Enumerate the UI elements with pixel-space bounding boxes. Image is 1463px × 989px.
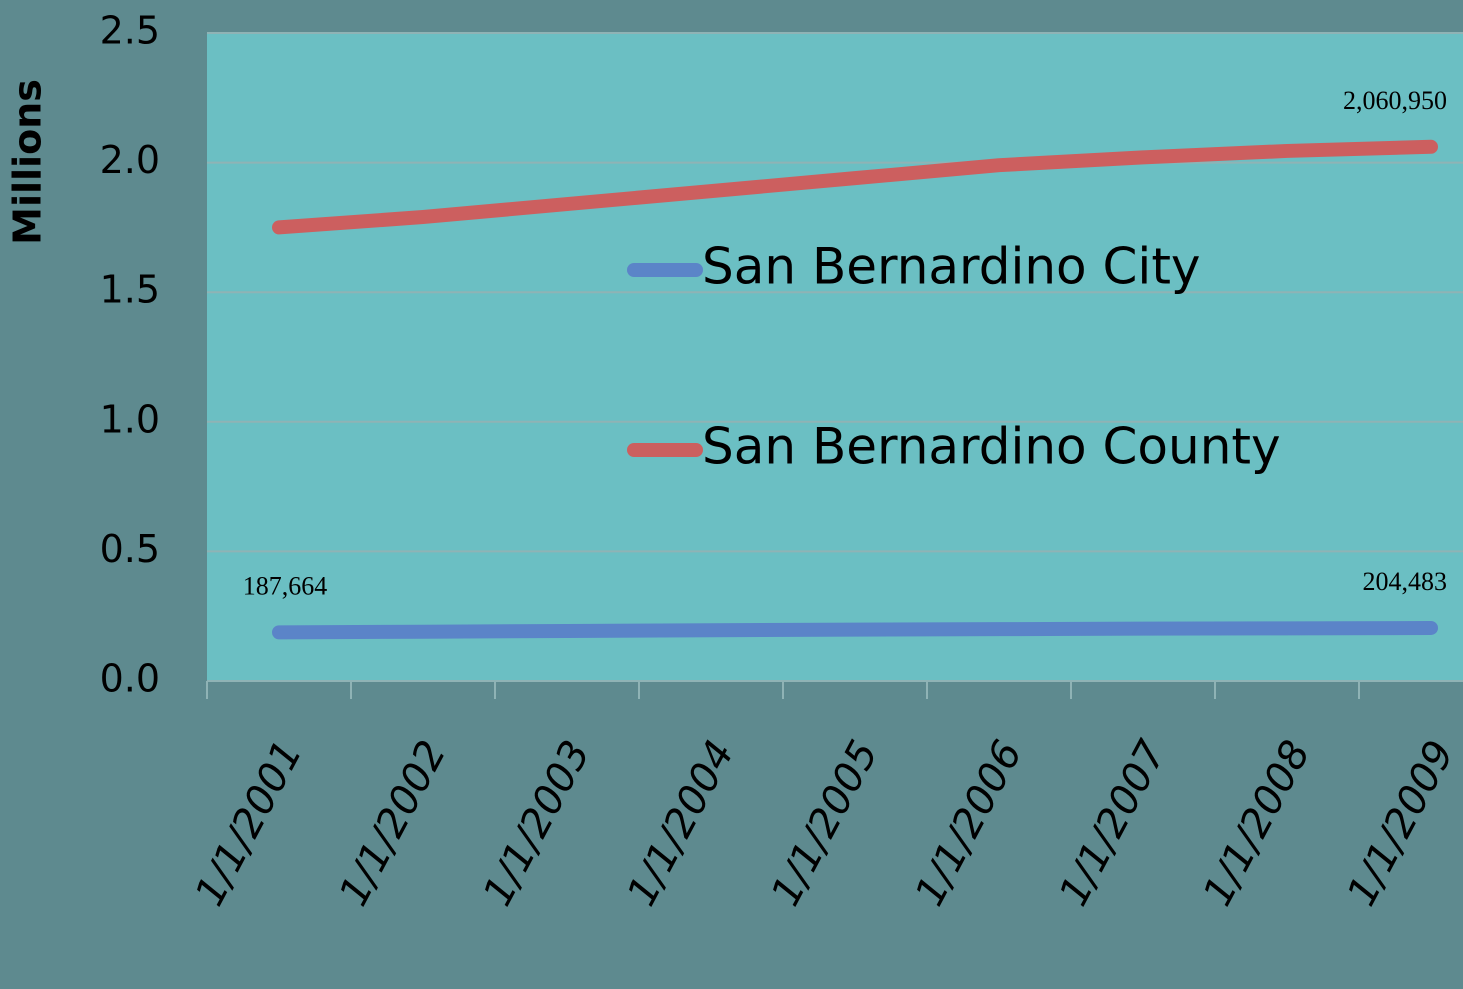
x-tick-label: 1/1/2008	[1195, 733, 1320, 913]
x-tick-label: 1/1/2001	[187, 733, 312, 913]
x-tick-label: 1/1/2005	[763, 733, 888, 913]
y-tick-label: 1.5	[100, 268, 160, 312]
legend-label: San Bernardino City	[702, 238, 1201, 296]
series-line	[272, 620, 1438, 640]
y-axis-label: Millions	[6, 79, 50, 245]
x-tick-label: 1/1/2002	[331, 733, 456, 913]
y-tick-label: 1.0	[100, 397, 160, 441]
series-line	[272, 139, 1438, 235]
x-tick-label: 1/1/2009	[1339, 733, 1463, 913]
data-label: 187,664	[243, 571, 328, 600]
legend-label: San Bernardino County	[702, 418, 1281, 476]
y-tick-label: 0.0	[100, 657, 160, 701]
data-label: 2,060,950	[1343, 86, 1447, 115]
y-tick-label: 2.0	[100, 138, 160, 182]
x-tick-label: 1/1/2004	[619, 733, 744, 913]
x-tick-label: 1/1/2003	[475, 733, 600, 913]
data-label: 204,483	[1363, 567, 1448, 596]
plot-area	[207, 33, 1463, 681]
x-tick-label: 1/1/2007	[1051, 733, 1176, 914]
x-tick-label: 1/1/2006	[907, 733, 1032, 913]
y-tick-label: 0.5	[100, 527, 160, 571]
y-tick-label: 2.5	[100, 9, 160, 53]
